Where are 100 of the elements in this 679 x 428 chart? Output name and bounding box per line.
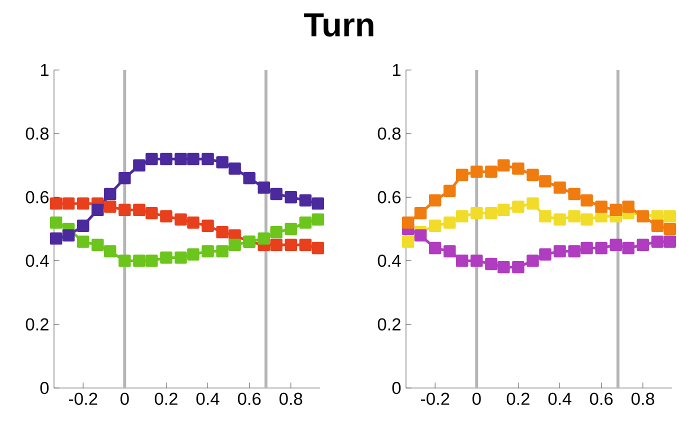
point bbox=[299, 194, 312, 207]
point bbox=[62, 197, 75, 210]
point bbox=[568, 245, 580, 258]
point bbox=[444, 184, 456, 197]
point bbox=[202, 245, 214, 258]
point bbox=[526, 168, 539, 182]
point bbox=[187, 248, 200, 261]
point bbox=[428, 194, 442, 207]
point bbox=[146, 152, 158, 166]
point bbox=[160, 251, 172, 264]
point bbox=[118, 204, 131, 216]
x-tick-label: 0 bbox=[472, 392, 481, 405]
point bbox=[595, 242, 608, 254]
point bbox=[258, 232, 270, 245]
point bbox=[526, 197, 539, 210]
point bbox=[187, 216, 200, 229]
point bbox=[580, 194, 593, 207]
point bbox=[402, 236, 414, 248]
point bbox=[146, 206, 158, 220]
point bbox=[216, 156, 228, 168]
point bbox=[174, 251, 187, 264]
point bbox=[118, 254, 131, 267]
point bbox=[258, 182, 270, 194]
y-tick-label: 0 bbox=[40, 382, 49, 394]
point bbox=[284, 238, 298, 252]
point bbox=[402, 216, 414, 229]
x-tick-label: 0.4 bbox=[196, 392, 220, 405]
x-tick-label: 0.8 bbox=[280, 392, 302, 405]
x-tick-label: 0.6 bbox=[590, 392, 613, 405]
x-tick-label: 0.6 bbox=[238, 392, 261, 405]
point bbox=[568, 210, 580, 222]
point bbox=[539, 175, 552, 188]
point bbox=[202, 220, 214, 232]
x-tick-label: 0.4 bbox=[548, 392, 572, 405]
point bbox=[228, 162, 241, 175]
point bbox=[444, 216, 456, 229]
y-tick-label: 0.8 bbox=[378, 127, 401, 140]
point bbox=[595, 200, 608, 213]
point bbox=[470, 166, 483, 178]
point bbox=[580, 242, 593, 254]
point bbox=[270, 188, 282, 200]
point bbox=[470, 254, 483, 267]
point bbox=[202, 152, 214, 166]
point bbox=[414, 206, 427, 220]
point bbox=[76, 197, 90, 210]
point bbox=[554, 182, 566, 194]
y-tick-label: 0.6 bbox=[26, 191, 49, 204]
point bbox=[636, 238, 650, 252]
point bbox=[92, 238, 104, 252]
point bbox=[539, 248, 552, 261]
point bbox=[243, 172, 256, 184]
point bbox=[228, 238, 241, 252]
point bbox=[76, 220, 90, 232]
point bbox=[664, 236, 676, 248]
y-tick-label: 0.8 bbox=[26, 127, 49, 140]
point bbox=[312, 213, 324, 226]
y-tick-label: 0.2 bbox=[26, 318, 48, 331]
x-tick-label: 0 bbox=[120, 392, 129, 405]
point bbox=[485, 166, 498, 178]
x-tick-label: 0.2 bbox=[154, 392, 178, 405]
point bbox=[133, 204, 146, 216]
point bbox=[636, 210, 650, 222]
point bbox=[216, 226, 228, 238]
point bbox=[50, 216, 62, 229]
point bbox=[456, 210, 468, 222]
point bbox=[428, 220, 442, 232]
point bbox=[414, 229, 427, 242]
point bbox=[651, 220, 664, 232]
x-tick-label: 0.8 bbox=[632, 392, 654, 405]
point bbox=[664, 210, 676, 222]
point bbox=[498, 261, 510, 274]
point bbox=[118, 172, 131, 184]
point bbox=[76, 236, 90, 248]
point bbox=[610, 204, 622, 216]
y-tick-label: 1 bbox=[392, 64, 400, 76]
y-tick-label: 1 bbox=[40, 64, 48, 76]
point bbox=[104, 245, 116, 258]
point bbox=[428, 242, 442, 254]
y-tick-label: 0.6 bbox=[378, 191, 401, 204]
point bbox=[104, 188, 116, 200]
point bbox=[444, 245, 456, 258]
point bbox=[622, 200, 634, 213]
point bbox=[498, 204, 510, 216]
point bbox=[270, 238, 282, 252]
y-tick-label: 0.2 bbox=[378, 318, 400, 331]
point bbox=[104, 200, 116, 213]
point bbox=[539, 210, 552, 222]
point bbox=[526, 254, 539, 267]
point bbox=[512, 261, 524, 274]
point bbox=[651, 236, 664, 248]
x-tick-label: -0.2 bbox=[420, 392, 450, 405]
point bbox=[610, 238, 622, 252]
point bbox=[622, 242, 634, 254]
point bbox=[312, 197, 324, 210]
point bbox=[174, 152, 187, 166]
point bbox=[470, 206, 483, 220]
y-tick-label: 0.4 bbox=[26, 254, 49, 267]
point bbox=[146, 254, 158, 267]
chart-title: Turn bbox=[304, 13, 374, 37]
point bbox=[498, 159, 510, 172]
